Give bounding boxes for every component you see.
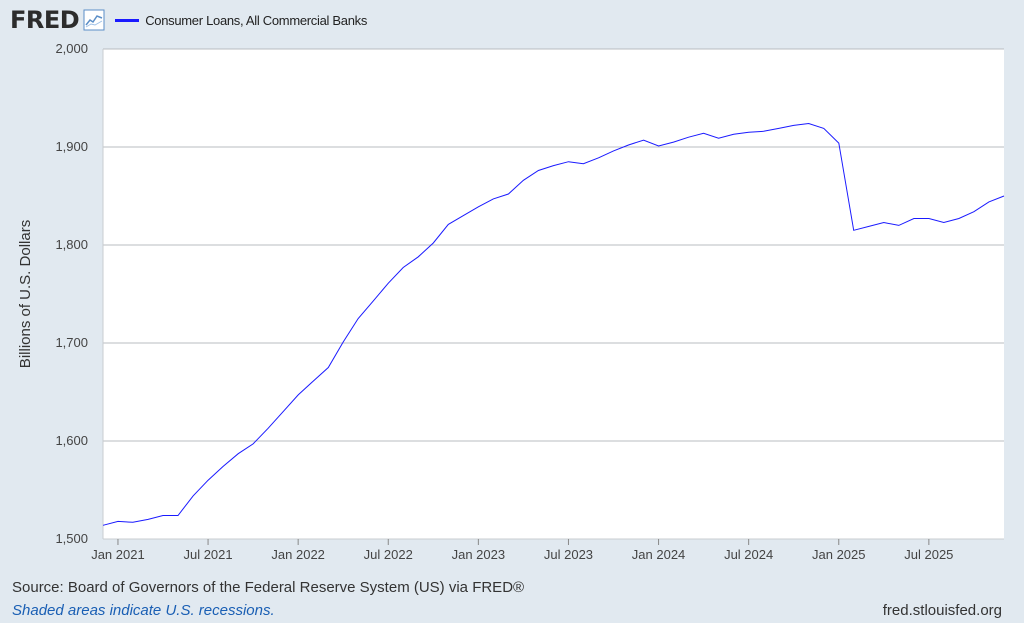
line-graph-icon xyxy=(83,9,105,31)
plot-area xyxy=(103,49,1004,539)
y-tick-label: 1,500 xyxy=(55,531,88,546)
source-text: Source: Board of Governors of the Federa… xyxy=(12,579,525,596)
x-tick-label: Jul 2024 xyxy=(724,547,773,562)
y-tick-label: 1,800 xyxy=(55,237,88,252)
chart-header: FRED Consumer Loans, All Commercial Bank… xyxy=(10,6,367,34)
x-tick-label: Jul 2021 xyxy=(183,547,232,562)
x-tick-label: Jan 2021 xyxy=(91,547,145,562)
series-line xyxy=(102,122,1005,526)
fred-logo[interactable]: FRED xyxy=(10,6,80,34)
x-tick-label: Jan 2022 xyxy=(271,547,325,562)
y-axis: 1,500 1,600 1,700 1,800 1,900 2,000 xyxy=(55,41,88,546)
x-axis: Jan 2021 Jul 2021 Jan 2022 Jul 2022 Jan 2023… xyxy=(91,539,953,562)
grid-lines xyxy=(102,48,1004,540)
y-tick-label: 1,900 xyxy=(55,139,88,154)
x-tick-label: Jan 2023 xyxy=(452,547,506,562)
y-tick-label: 2,000 xyxy=(55,41,88,56)
y-tick-label: 1,700 xyxy=(55,335,88,350)
site-link[interactable]: fred.stlouisfed.org xyxy=(882,602,1002,619)
legend: Consumer Loans, All Commercial Banks xyxy=(115,13,367,28)
x-tick-label: Jul 2022 xyxy=(364,547,413,562)
x-tick-label: Jan 2024 xyxy=(632,547,686,562)
y-tick-label: 1,600 xyxy=(55,433,88,448)
x-tick-label: Jul 2025 xyxy=(904,547,953,562)
recession-note: Shaded areas indicate U.S. recessions. xyxy=(12,602,275,619)
legend-label: Consumer Loans, All Commercial Banks xyxy=(145,12,368,28)
x-tick-label: Jul 2023 xyxy=(544,547,593,562)
x-tick-label: Jan 2025 xyxy=(812,547,866,562)
legend-swatch xyxy=(115,18,140,22)
y-axis-label: Billions of U.S. Dollars xyxy=(17,220,34,368)
